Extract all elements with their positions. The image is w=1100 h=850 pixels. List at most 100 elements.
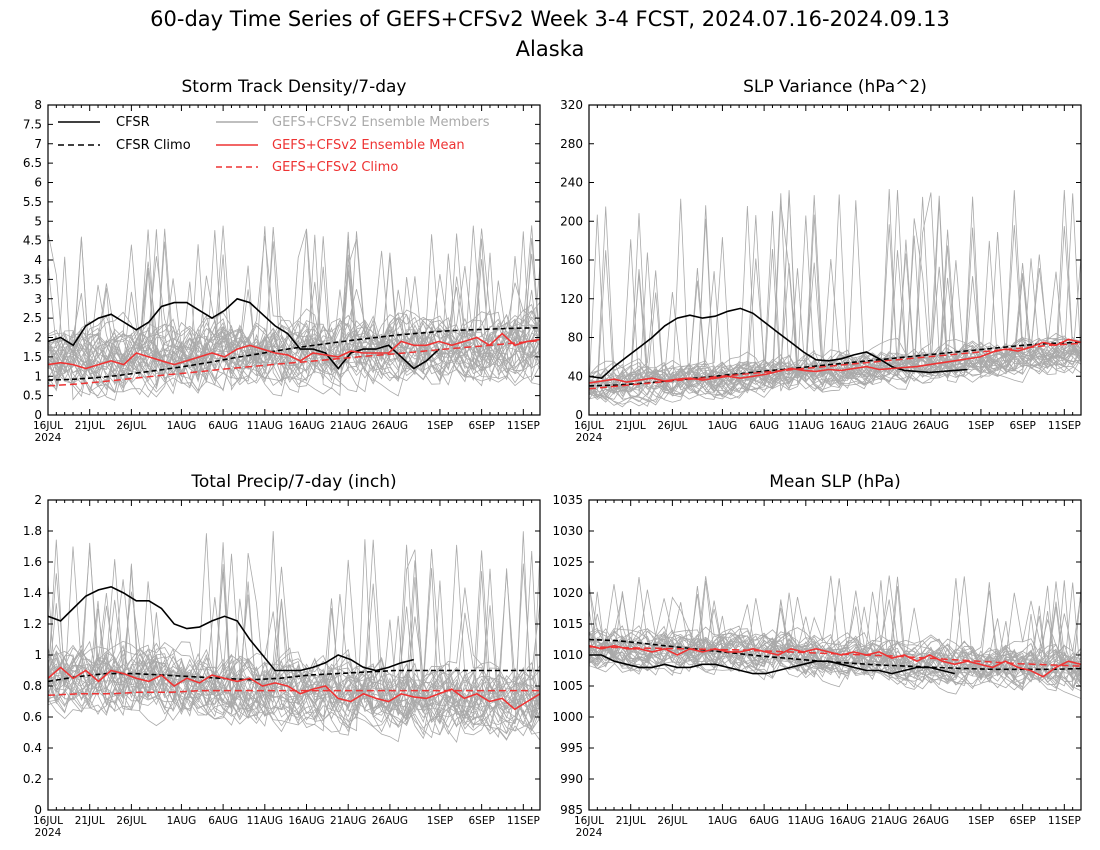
x-year-label: 2024 bbox=[35, 432, 62, 444]
x-tick-label: 16AUG bbox=[288, 815, 324, 827]
ensemble-member-line bbox=[48, 230, 540, 383]
ensemble-member-line bbox=[589, 625, 1081, 691]
y-tick-label: 200 bbox=[560, 214, 583, 228]
legend-cfsr-label: CFSR bbox=[116, 115, 150, 130]
y-tick-label: 1.8 bbox=[23, 524, 42, 538]
series-group bbox=[48, 585, 540, 711]
cfsr-climo-line bbox=[589, 638, 1081, 671]
x-tick-label: 16JUL bbox=[33, 815, 63, 827]
y-tick-label: 6 bbox=[34, 176, 42, 190]
y-tick-label: 80 bbox=[568, 331, 583, 345]
y-tick-label: 1030 bbox=[552, 524, 583, 538]
ensemble-member-line bbox=[48, 236, 540, 385]
series-group bbox=[589, 638, 1081, 678]
ensemble-member-line bbox=[48, 225, 540, 397]
y-tick-label: 0.8 bbox=[23, 679, 42, 693]
ensemble-member-line bbox=[48, 553, 540, 725]
x-tick-label: 6SEP bbox=[1009, 420, 1035, 432]
y-tick-label: 3.5 bbox=[23, 272, 42, 286]
x-tick-label: 1AUG bbox=[167, 420, 197, 432]
x-tick-label: 11AUG bbox=[247, 815, 283, 827]
x-tick-label: 26AUG bbox=[913, 815, 949, 827]
y-tick-label: 0.6 bbox=[23, 710, 42, 724]
x-tick-label: 1SEP bbox=[427, 420, 453, 432]
y-tick-label: 240 bbox=[560, 176, 583, 190]
x-tick-label: 26JUL bbox=[657, 420, 687, 432]
x-tick-label: 16JUL bbox=[33, 420, 63, 432]
storm-track-panel: Storm Track Density/7-day 0 0.5 1 1.5 2 2.5 3 3.… bbox=[23, 77, 541, 444]
figure-title: 60-day Time Series of GEFS+CFSv2 Week 3-… bbox=[150, 7, 950, 31]
ensemble-member-line bbox=[589, 205, 1081, 400]
panel-title: SLP Variance (hPa^2) bbox=[743, 77, 927, 97]
legend: CFSR CFSR Climo GEFS+CFSv2 Ensemble Memb… bbox=[58, 115, 490, 175]
x-tick-label: 21AUG bbox=[330, 420, 366, 432]
ensemble-member-line bbox=[589, 596, 1081, 686]
ensemble-member-line bbox=[589, 584, 1081, 687]
y-tick-label: 1.6 bbox=[23, 555, 42, 569]
ensemble-member-line bbox=[48, 266, 540, 397]
x-tick-label: 26JUL bbox=[657, 815, 687, 827]
x-tick-label: 11SEP bbox=[507, 815, 540, 827]
gefs-cfsv2-climo-line bbox=[589, 342, 1081, 390]
y-tick-label: 4 bbox=[34, 253, 42, 267]
ensemble-member-line bbox=[589, 616, 1081, 683]
cfsr-line bbox=[589, 654, 955, 675]
ensemble-members bbox=[48, 225, 540, 401]
x-tick-label: 6AUG bbox=[208, 420, 238, 432]
x-tick-label: 11AUG bbox=[247, 420, 283, 432]
y-tick-label: 280 bbox=[560, 137, 583, 151]
y-tick-label: 320 bbox=[560, 98, 583, 112]
x-tick-label: 21JUL bbox=[616, 815, 646, 827]
x-tick-label: 21AUG bbox=[330, 815, 366, 827]
y-tick-label: 995 bbox=[560, 741, 583, 755]
x-tick-label: 26JUL bbox=[116, 420, 146, 432]
ensemble-member-line bbox=[48, 560, 540, 724]
series-group bbox=[48, 297, 540, 387]
y-tick-label: 5 bbox=[34, 214, 42, 228]
ensemble-member-line bbox=[48, 657, 540, 730]
legend-gefs-climo-label: GEFS+CFSv2 Climo bbox=[272, 160, 398, 175]
y-tick-label: 985 bbox=[560, 803, 583, 817]
ensemble-member-line bbox=[48, 598, 540, 727]
ensemble-members bbox=[589, 575, 1081, 699]
panel-title: Mean SLP (hPa) bbox=[769, 472, 901, 492]
legend-cfsr-climo-label: CFSR Climo bbox=[116, 138, 191, 153]
y-tick-label: 0.5 bbox=[23, 389, 42, 403]
y-tick-label: 6.5 bbox=[23, 156, 42, 170]
y-tick-label: 8 bbox=[34, 98, 42, 112]
y-tick-label: 1025 bbox=[552, 555, 583, 569]
y-tick-label: 4.5 bbox=[23, 234, 42, 248]
y-tick-label: 1 bbox=[34, 369, 42, 383]
y-tick-label: 990 bbox=[560, 772, 583, 786]
y-tick-label: 2.5 bbox=[23, 311, 42, 325]
ensemble-member-line bbox=[48, 309, 540, 388]
x-tick-label: 26JUL bbox=[116, 815, 146, 827]
x-tick-label: 6AUG bbox=[208, 815, 238, 827]
x-tick-label: 6SEP bbox=[1009, 815, 1035, 827]
y-tick-label: 5.5 bbox=[23, 195, 42, 209]
x-tick-label: 21JUL bbox=[75, 420, 105, 432]
ensemble-member-line bbox=[589, 339, 1081, 406]
cfsr-climo-line bbox=[48, 669, 540, 683]
ensemble-member-line bbox=[48, 228, 540, 396]
y-tick-label: 7 bbox=[34, 137, 42, 151]
ensemble-member-line bbox=[589, 580, 1081, 681]
x-tick-label: 6AUG bbox=[749, 815, 779, 827]
gefs-cfsv2-climo-line bbox=[48, 689, 540, 697]
ensemble-member-line bbox=[589, 273, 1081, 406]
ensemble-member-line bbox=[48, 226, 540, 390]
x-tick-label: 16AUG bbox=[829, 420, 865, 432]
ensemble-member-line bbox=[48, 547, 540, 736]
x-year-label: 2024 bbox=[576, 827, 603, 839]
x-tick-label: 1AUG bbox=[708, 815, 738, 827]
y-tick-label: 1005 bbox=[552, 679, 583, 693]
series-group bbox=[589, 307, 1081, 390]
ensemble-member-line bbox=[48, 649, 540, 729]
legend-ens-mean-label: GEFS+CFSv2 Ensemble Mean bbox=[272, 138, 465, 153]
x-tick-label: 11AUG bbox=[788, 420, 824, 432]
legend-members-label: GEFS+CFSv2 Ensemble Members bbox=[272, 115, 490, 130]
ensemble-member-line bbox=[589, 260, 1081, 400]
x-tick-label: 11SEP bbox=[507, 420, 540, 432]
gefs-cfsv2-climo-line bbox=[589, 646, 1081, 667]
y-tick-label: 1.2 bbox=[23, 617, 42, 631]
